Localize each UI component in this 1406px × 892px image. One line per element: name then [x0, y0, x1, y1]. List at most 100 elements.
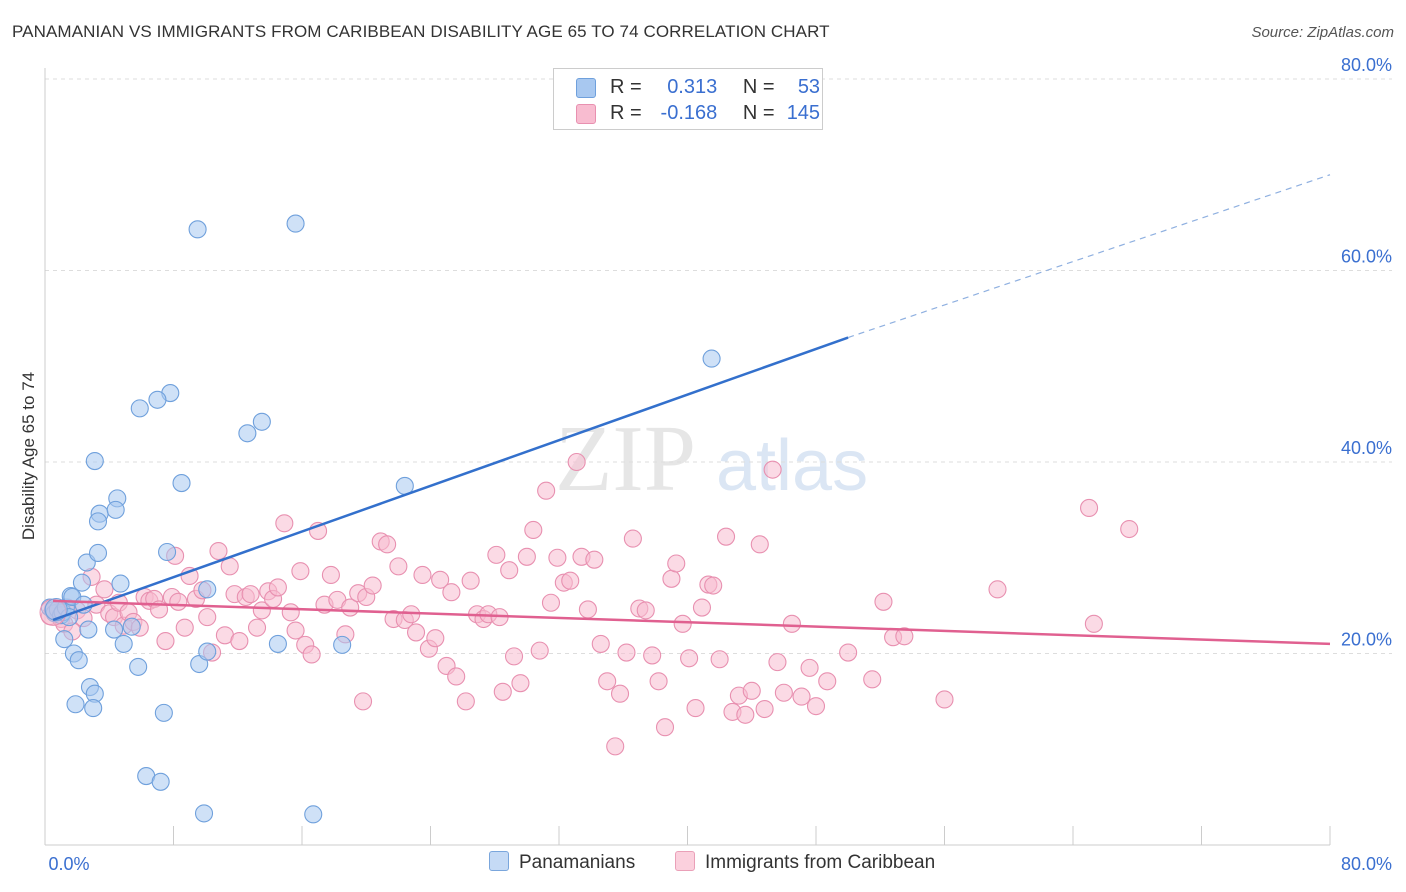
caribbean-point [606, 737, 625, 756]
panamanian-point [55, 630, 74, 649]
x-tick-label-right: 80.0% [1341, 854, 1392, 874]
panamanian-point [85, 451, 104, 471]
chart-title: PANAMANIAN VS IMMIGRANTS FROM CARIBBEAN … [12, 22, 830, 41]
caribbean-point [504, 647, 524, 666]
caribbean-point [209, 541, 228, 561]
panamanian-trend-extension [847, 174, 1331, 339]
caribbean-point [617, 643, 636, 662]
caribbean-point [431, 570, 450, 589]
legend-r-value: -0.168 [660, 102, 718, 124]
caribbean-point [988, 580, 1007, 599]
tick-labels: 20.0% 40.0% 60.0% 80.0% 0.0% 80.0% [48, 55, 1392, 874]
caribbean-point [442, 583, 461, 602]
caribbean-point [895, 627, 914, 646]
caribbean-point [541, 593, 561, 612]
y-axis-label: Disability Age 65 to 74 [19, 372, 38, 540]
legend-n-label: N = [742, 102, 775, 124]
caribbean-point [291, 562, 310, 581]
caribbean-point [782, 614, 801, 633]
panamanian-point [106, 500, 125, 519]
caribbean-point [1120, 519, 1139, 539]
caribbean-point [511, 674, 530, 693]
caribbean-point [585, 550, 604, 569]
caribbean-point [230, 632, 249, 651]
caribbean-point [636, 601, 655, 620]
caribbean-point [655, 718, 675, 737]
caribbean-point [413, 565, 432, 585]
caribbean-point [686, 699, 705, 718]
caribbean-point [649, 672, 668, 691]
gridlines [45, 78, 1392, 654]
legend-r-label: R = [610, 76, 642, 98]
caribbean-point [874, 592, 893, 611]
caribbean-point [363, 576, 382, 595]
panamanian-point [268, 634, 287, 653]
panamanian-point [702, 349, 721, 368]
caribbean-point [302, 645, 321, 664]
panamanian-point [79, 620, 98, 639]
x-tick-label-left: 0.0% [48, 854, 89, 874]
caribbean-point [792, 687, 811, 706]
panamanian-point [88, 512, 108, 531]
caribbean-point [768, 653, 787, 672]
data-points [39, 214, 1139, 824]
y-tick-label: 60.0% [1341, 247, 1392, 267]
panamanian-point [333, 635, 352, 654]
caribbean-point [755, 699, 774, 719]
bottom-legend-swatch-caribbean [675, 851, 695, 871]
watermark: ZIP atlas [555, 407, 868, 511]
caribbean-point [286, 621, 305, 640]
caribbean-point [591, 634, 610, 653]
panamanian-point [114, 634, 133, 653]
panamanian-point [148, 390, 167, 409]
panamanian-point [69, 651, 88, 670]
caribbean-point [763, 460, 782, 479]
caribbean-point [389, 557, 408, 576]
bottom-legend-caribbean: Immigrants from Caribbean [675, 851, 935, 874]
bottom-legend-label: Panamanians [519, 852, 636, 873]
panamanian-point [172, 474, 191, 493]
caribbean-point [692, 598, 712, 617]
caribbean-point [447, 667, 466, 686]
correlation-legend: R = 0.313 N = 53 R = -0.168 N = 145 [553, 68, 823, 130]
legend-n-label: N = [742, 76, 775, 98]
panamanian-point [72, 573, 91, 592]
caribbean-point [456, 692, 475, 711]
caribbean-point [169, 592, 188, 611]
panamanian-point [194, 804, 214, 823]
caribbean-point [935, 690, 954, 709]
caribbean-point [275, 514, 294, 533]
caribbean-point [198, 608, 217, 627]
y-tick-label: 80.0% [1341, 55, 1392, 75]
panamanian-point [105, 620, 124, 639]
panamanian-point [44, 597, 68, 621]
trend-lines [52, 174, 1331, 646]
legend-swatch-panamanians [576, 78, 596, 98]
legend-swatch-caribbean [576, 104, 596, 124]
panamanian-point [84, 699, 103, 718]
caribbean-point [175, 618, 194, 637]
caribbean-point [487, 545, 506, 564]
caribbean-point [517, 547, 536, 566]
panamanian-point [158, 542, 177, 562]
caribbean-point [578, 600, 597, 619]
caribbean-point [673, 614, 692, 633]
caribbean-point [321, 565, 340, 585]
panamanian-point [130, 399, 149, 418]
caribbean-point [863, 670, 882, 689]
caribbean-point [537, 481, 556, 500]
y-tick-label: 20.0% [1341, 630, 1392, 650]
legend-n-value: 53 [797, 76, 821, 98]
caribbean-point [95, 580, 114, 599]
caribbean-point [680, 649, 699, 668]
panamanian-point [304, 805, 323, 824]
caribbean-point [710, 650, 729, 669]
legend-r-value: 0.313 [667, 76, 718, 98]
y-tick-label: 40.0% [1341, 438, 1392, 458]
caribbean-point [461, 571, 480, 590]
panamanian-point [129, 657, 148, 676]
caribbean-point [493, 682, 512, 701]
caribbean-point [406, 623, 426, 642]
caribbean-point [662, 569, 681, 588]
caribbean-point [1084, 614, 1103, 633]
